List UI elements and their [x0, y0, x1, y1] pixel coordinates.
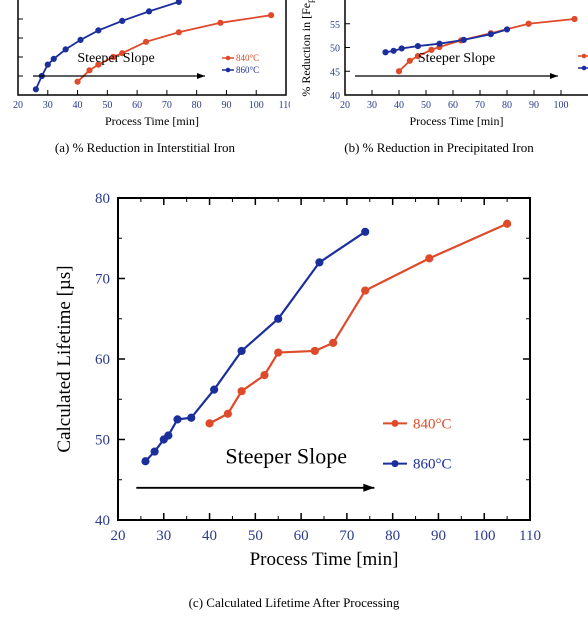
svg-text:Process Time [min]: Process Time [min]	[105, 114, 199, 128]
svg-text:860°C: 860°C	[236, 65, 259, 75]
svg-text:40: 40	[202, 528, 217, 544]
svg-text:Process Time [min]: Process Time [min]	[409, 114, 503, 128]
chart-b: 20 30 40 50 60 70 80 90 100 40 45 50 55 Steeper Slope…	[290, 0, 588, 135]
svg-text:70: 70	[162, 100, 172, 111]
svg-text:50: 50	[95, 433, 110, 449]
svg-text:% Reduction in [Fep: % Reduction in [Fep	[299, 0, 315, 97]
caption-c: (c) Calculated Lifetime After Processing	[44, 595, 544, 611]
svg-text:840°C: 840°C	[413, 416, 452, 432]
svg-text:110: 110	[519, 528, 541, 544]
svg-text:90: 90	[431, 528, 446, 544]
svg-text:50: 50	[421, 100, 431, 111]
svg-text:30: 30	[156, 528, 171, 544]
svg-text:45: 45	[330, 67, 340, 78]
svg-text:55: 55	[330, 20, 340, 31]
svg-text:60: 60	[132, 100, 142, 111]
svg-text:70: 70	[95, 272, 110, 288]
svg-text:20: 20	[340, 100, 350, 111]
svg-text:90: 90	[221, 100, 231, 111]
svg-text:50: 50	[330, 44, 340, 55]
svg-text:Steeper Slope: Steeper Slope	[418, 51, 495, 66]
svg-text:100: 100	[249, 100, 264, 111]
svg-text:100: 100	[473, 528, 496, 544]
svg-text:Steeper Slope: Steeper Slope	[225, 444, 347, 469]
svg-text:30: 30	[43, 100, 53, 111]
svg-text:40: 40	[394, 100, 404, 111]
svg-text:20: 20	[111, 528, 126, 544]
svg-text:80: 80	[385, 528, 400, 544]
svg-text:60: 60	[294, 528, 309, 544]
svg-text:80: 80	[502, 100, 512, 111]
svg-text:40: 40	[95, 513, 110, 529]
caption-a: (a) % Reduction in Interstitial Iron	[0, 140, 290, 156]
svg-text:90: 90	[529, 100, 539, 111]
svg-text:860°C: 860°C	[413, 457, 452, 473]
svg-text:840°C: 840°C	[236, 53, 259, 63]
svg-text:50: 50	[102, 100, 112, 111]
svg-text:70: 70	[339, 528, 354, 544]
chart-c: 20 30 40 50 60 70 80 90 100 110 40 50 60 70 80 Steeper …	[44, 180, 544, 580]
chart-a: 20 30 40 50 60 70 80 90 100 110 Steeper Slope 840°C…	[0, 0, 290, 135]
svg-text:40: 40	[330, 91, 340, 102]
svg-text:100: 100	[554, 100, 569, 111]
svg-text:60: 60	[95, 352, 110, 368]
svg-text:60: 60	[448, 100, 458, 111]
svg-text:30: 30	[367, 100, 377, 111]
svg-text:80: 80	[95, 191, 110, 207]
svg-text:Calculated Lifetime [µs]: Calculated Lifetime [µs]	[54, 265, 75, 452]
svg-text:20: 20	[13, 100, 23, 111]
svg-text:50: 50	[248, 528, 263, 544]
svg-text:80: 80	[192, 100, 202, 111]
caption-b: (b) % Reduction in Precipitated Iron	[290, 140, 588, 156]
svg-text:70: 70	[475, 100, 485, 111]
svg-text:110: 110	[279, 100, 290, 111]
svg-text:40: 40	[73, 100, 83, 111]
svg-text:Steeper Slope: Steeper Slope	[77, 51, 154, 66]
svg-text:Process Time [min]: Process Time [min]	[250, 549, 399, 570]
